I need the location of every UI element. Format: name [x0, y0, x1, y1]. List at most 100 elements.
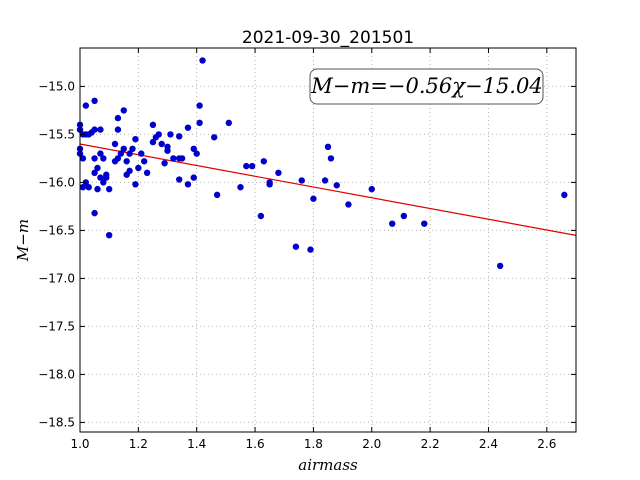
data-point [97, 150, 104, 157]
data-point [94, 185, 101, 193]
x-tick-label: 1.6 [246, 437, 265, 451]
fit-equation-annotation: M−m=−0.56χ−15.04 [309, 68, 544, 105]
data-point [135, 164, 142, 172]
x-tick-label: 2.2 [421, 437, 440, 451]
data-point [126, 150, 133, 157]
data-point [190, 174, 197, 181]
data-point [324, 143, 332, 151]
data-point [298, 177, 305, 184]
data-point [184, 124, 192, 131]
data-point [161, 160, 168, 167]
data-point [85, 184, 92, 191]
annotation-box [309, 68, 544, 105]
fit-line-group [79, 143, 577, 236]
data-point [140, 158, 148, 165]
data-point [176, 176, 183, 183]
data-point [129, 145, 136, 152]
data-point [345, 201, 352, 208]
y-tick-label: −18.5 [38, 415, 75, 429]
data-point [114, 155, 122, 162]
x-axis-label: airmass [298, 456, 358, 474]
data-point [120, 107, 127, 114]
data-point [388, 220, 396, 227]
data-point [105, 232, 113, 239]
axis-ticks: 1.0 1.2 1.4 1.6 1.8 2.0 2.2 2.4 2.6 −15.0 −15.5 −16… [38, 48, 576, 451]
data-point [132, 181, 139, 188]
data-point [111, 140, 119, 148]
data-point [184, 181, 192, 188]
data-point [82, 179, 90, 186]
data-point [91, 97, 98, 105]
data-point [117, 150, 125, 157]
data-points [76, 57, 568, 270]
data-point [310, 195, 317, 202]
data-point [327, 155, 335, 162]
y-tick-label: −18.0 [38, 367, 75, 381]
y-tick-label: −17.5 [38, 319, 75, 333]
data-point [561, 191, 568, 199]
data-point [333, 182, 340, 189]
data-point [123, 158, 130, 165]
data-point [243, 162, 250, 170]
chart-title: 2021-09-30_201501 [242, 28, 414, 48]
data-point [199, 57, 206, 64]
data-point [400, 212, 408, 220]
x-tick-label: 2.4 [479, 437, 498, 451]
data-point [190, 145, 197, 152]
y-tick-label: −16.0 [38, 175, 75, 189]
data-point [149, 138, 157, 146]
data-point [257, 212, 265, 220]
data-point [421, 220, 428, 227]
data-point [193, 150, 200, 157]
data-point [170, 155, 177, 162]
data-point [100, 155, 107, 162]
data-point [100, 179, 107, 186]
data-point [138, 150, 145, 157]
data-point [132, 136, 139, 143]
data-point [97, 174, 104, 181]
data-point [82, 102, 90, 109]
x-tick-label: 1.4 [187, 437, 206, 451]
annotation-text: M−m=−0.56χ−15.04 [310, 74, 542, 98]
data-point [155, 131, 162, 138]
data-point [368, 185, 375, 193]
data-point [143, 169, 151, 176]
plot-frame [79, 47, 577, 433]
data-point [164, 147, 171, 154]
x-tick-label: 2.0 [362, 437, 381, 451]
x-tick-label: 1.8 [304, 437, 323, 451]
y-tick-label: −17.0 [38, 271, 75, 285]
data-point [79, 155, 87, 162]
x-tick-label: 1.2 [129, 437, 148, 451]
data-point [91, 169, 98, 176]
y-axis-label: M−m [14, 219, 32, 262]
data-point [196, 102, 203, 109]
fit-line [79, 143, 577, 236]
data-point [91, 209, 98, 217]
data-point [97, 126, 104, 133]
x-tick-label: 2.6 [537, 437, 556, 451]
y-tick-label: −16.5 [38, 223, 75, 237]
data-point [158, 140, 165, 148]
data-point [176, 133, 183, 140]
data-point [260, 158, 268, 165]
y-tick-label: −15.0 [38, 79, 75, 93]
plot-area [80, 48, 576, 432]
data-point [275, 169, 282, 176]
data-point [114, 126, 122, 133]
data-point [79, 184, 87, 191]
data-point [237, 184, 244, 191]
data-point [211, 134, 218, 141]
data-point [292, 243, 300, 250]
data-point [321, 177, 329, 184]
data-point [248, 162, 256, 170]
data-point [91, 126, 98, 133]
data-point [496, 262, 504, 270]
grid-lines [79, 48, 576, 432]
data-point [126, 167, 133, 175]
data-point [178, 155, 186, 162]
data-point [196, 119, 203, 127]
data-point [105, 185, 113, 193]
data-point [120, 145, 127, 152]
data-point [225, 119, 232, 127]
